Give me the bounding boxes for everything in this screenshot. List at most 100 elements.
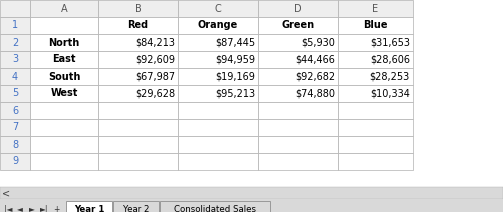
Text: 1: 1	[12, 21, 18, 31]
Bar	[338, 119, 413, 136]
Bar	[258, 153, 338, 170]
Bar	[0, 199, 503, 212]
Bar	[338, 136, 413, 153]
Bar	[178, 153, 258, 170]
Text: $74,880: $74,880	[295, 88, 335, 99]
Bar	[98, 51, 178, 68]
Text: $44,466: $44,466	[295, 54, 335, 64]
Text: $92,609: $92,609	[135, 54, 175, 64]
Text: $92,682: $92,682	[295, 71, 335, 81]
Bar	[0, 102, 30, 119]
Text: $28,253: $28,253	[370, 71, 410, 81]
Bar	[98, 119, 178, 136]
Text: North: North	[48, 38, 79, 47]
Bar	[0, 34, 30, 51]
Bar	[258, 51, 338, 68]
Bar	[113, 201, 159, 212]
Bar	[0, 153, 30, 170]
Text: ◄: ◄	[17, 205, 23, 212]
Bar	[0, 85, 30, 102]
Text: |◄: |◄	[4, 205, 12, 212]
Text: <: <	[2, 188, 10, 198]
Bar	[0, 17, 30, 34]
Bar	[66, 201, 112, 212]
Bar	[258, 102, 338, 119]
Bar	[338, 51, 413, 68]
Bar	[178, 85, 258, 102]
Bar	[258, 68, 338, 85]
Bar	[30, 0, 98, 17]
Text: Consolidated Sales: Consolidated Sales	[174, 205, 256, 212]
Bar	[30, 102, 98, 119]
Bar	[178, 0, 258, 17]
Text: A: A	[61, 4, 67, 14]
Text: E: E	[372, 4, 379, 14]
Bar	[30, 153, 98, 170]
Text: ►|: ►|	[40, 205, 48, 212]
Bar	[98, 102, 178, 119]
Bar	[98, 0, 178, 17]
Text: $5,930: $5,930	[301, 38, 335, 47]
Text: $19,169: $19,169	[215, 71, 255, 81]
Text: Blue: Blue	[363, 21, 388, 31]
Text: West: West	[50, 88, 77, 99]
Text: $84,213: $84,213	[135, 38, 175, 47]
Bar	[258, 85, 338, 102]
Text: East: East	[52, 54, 76, 64]
Text: 2: 2	[12, 38, 18, 47]
Bar	[98, 17, 178, 34]
Bar	[98, 85, 178, 102]
Text: $10,334: $10,334	[370, 88, 410, 99]
Text: South: South	[48, 71, 80, 81]
Bar	[30, 68, 98, 85]
Text: 9: 9	[12, 156, 18, 166]
Bar	[30, 119, 98, 136]
Text: Green: Green	[282, 21, 314, 31]
Text: $28,606: $28,606	[370, 54, 410, 64]
Text: Red: Red	[127, 21, 148, 31]
Text: 8: 8	[12, 139, 18, 149]
Text: ►: ►	[29, 205, 35, 212]
Bar	[258, 0, 338, 17]
Bar	[0, 51, 30, 68]
Text: 7: 7	[12, 123, 18, 132]
Bar	[0, 136, 30, 153]
Bar	[178, 119, 258, 136]
Bar	[338, 153, 413, 170]
Text: $94,959: $94,959	[215, 54, 255, 64]
Bar	[258, 17, 338, 34]
Bar	[98, 136, 178, 153]
Bar	[30, 51, 98, 68]
Bar	[98, 68, 178, 85]
Bar	[338, 17, 413, 34]
Text: 6: 6	[12, 106, 18, 116]
Text: +: +	[53, 205, 59, 212]
Bar	[338, 0, 413, 17]
Bar	[30, 34, 98, 51]
Bar	[258, 119, 338, 136]
Bar	[258, 34, 338, 51]
Text: $87,445: $87,445	[215, 38, 255, 47]
Bar	[30, 17, 98, 34]
Text: C: C	[215, 4, 221, 14]
Bar	[338, 102, 413, 119]
Bar	[178, 17, 258, 34]
Bar	[30, 136, 98, 153]
Bar	[338, 34, 413, 51]
Text: 3: 3	[12, 54, 18, 64]
Text: 4: 4	[12, 71, 18, 81]
Bar	[178, 136, 258, 153]
Text: B: B	[135, 4, 141, 14]
Bar	[178, 102, 258, 119]
Bar	[338, 68, 413, 85]
Text: Year 1: Year 1	[74, 205, 104, 212]
Text: $95,213: $95,213	[215, 88, 255, 99]
Bar	[0, 68, 30, 85]
Text: D: D	[294, 4, 302, 14]
Bar	[178, 34, 258, 51]
Bar	[0, 119, 30, 136]
Text: 5: 5	[12, 88, 18, 99]
Bar	[178, 51, 258, 68]
Text: $31,653: $31,653	[370, 38, 410, 47]
Bar	[98, 34, 178, 51]
